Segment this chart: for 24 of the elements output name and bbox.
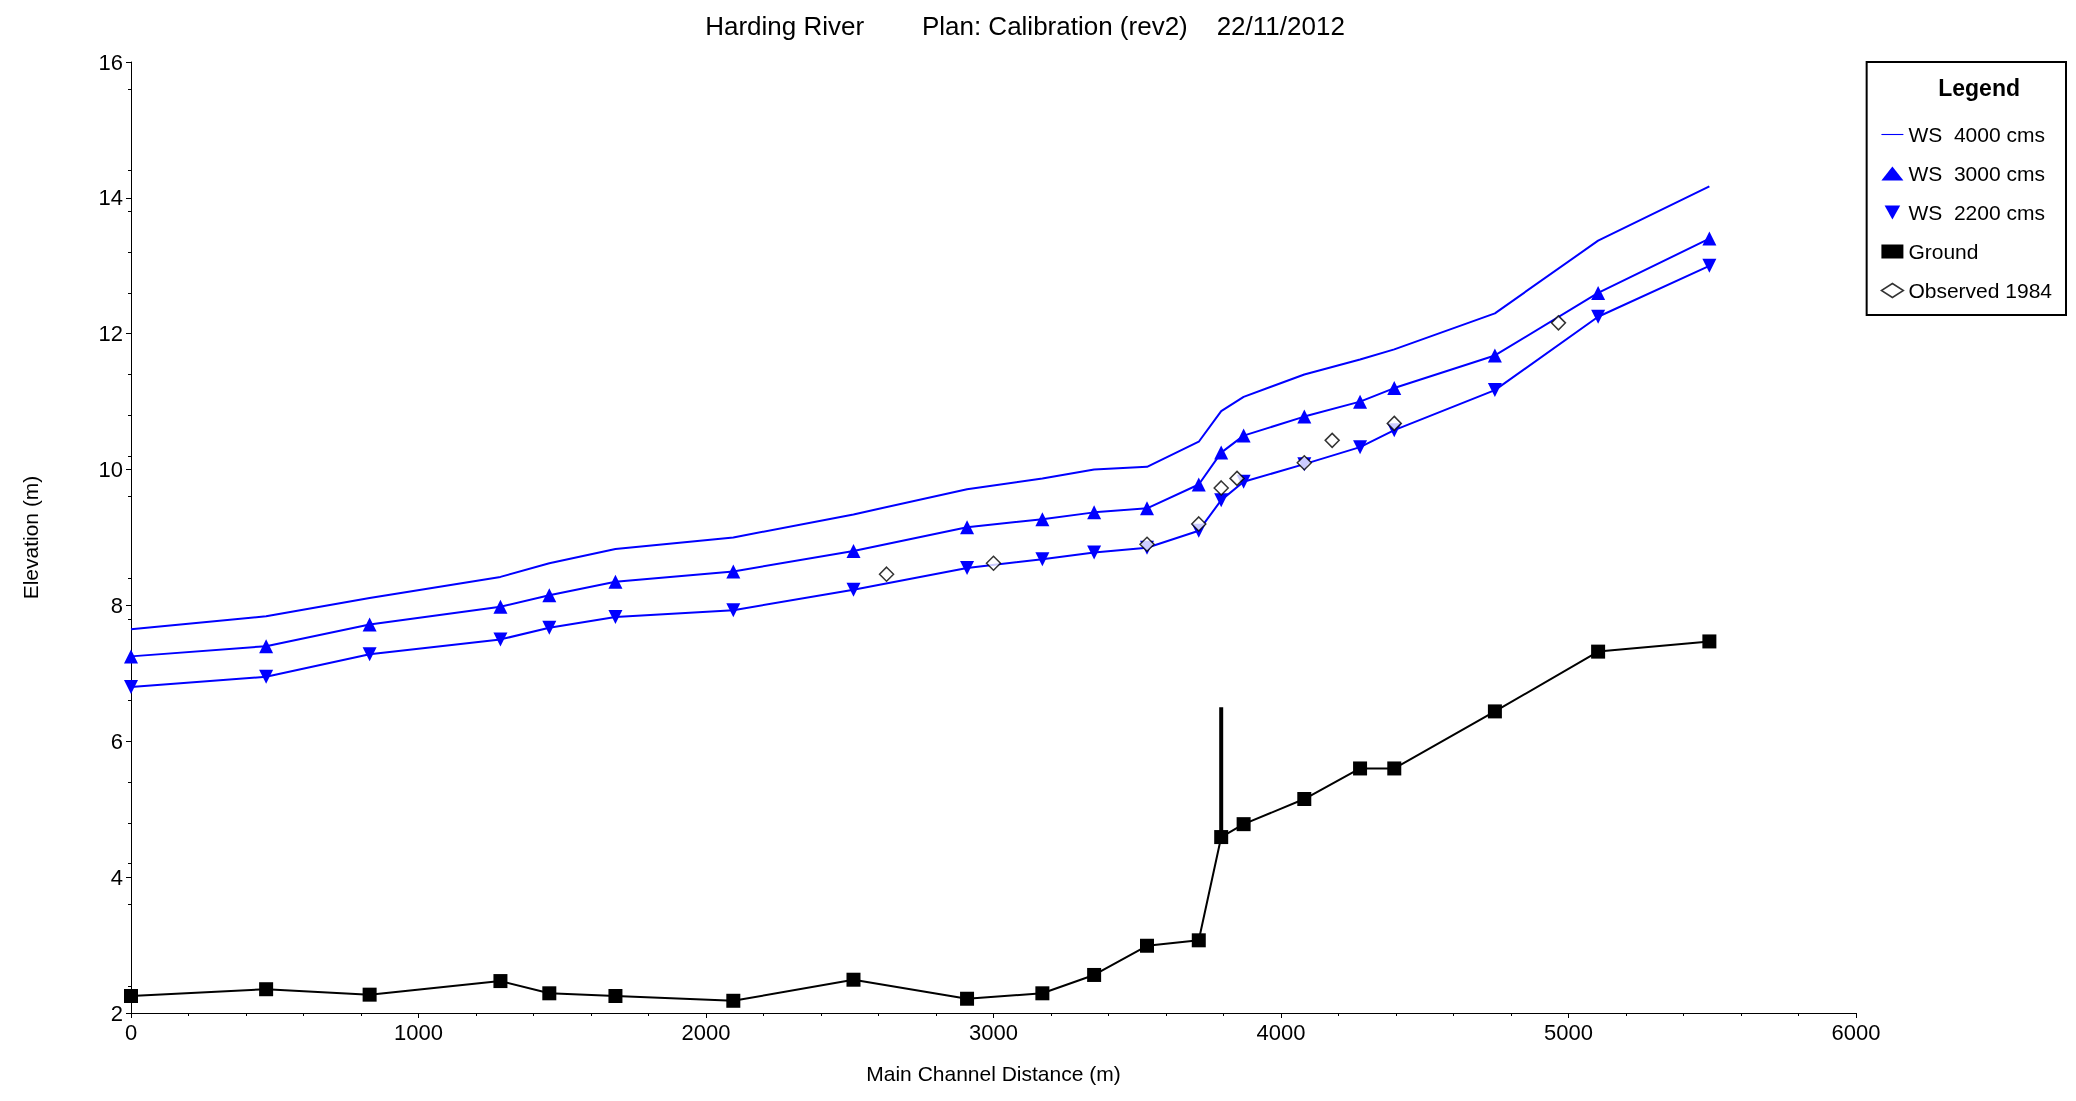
x-tick-label: 4000 [1256, 1019, 1306, 1045]
x-tick-label: 6000 [1831, 1019, 1881, 1045]
x-tick-label: 1000 [394, 1019, 443, 1045]
legend-label: Ground [1908, 240, 1979, 263]
y-tick-label: 2 [110, 1000, 123, 1026]
chart-title: Harding River Plan: Calibration (rev2) 22/11/2012 [705, 11, 1345, 41]
y-axis-title: Elevation (m) [19, 475, 42, 600]
y-tick-label: 12 [98, 321, 123, 347]
x-tick-label: 3000 [969, 1019, 1018, 1045]
legend-label: WS 3000 cms [1908, 162, 2045, 185]
y-tick-label: 4 [110, 864, 123, 890]
legend-label: WS 2200 cms [1908, 201, 2045, 224]
y-tick-label: 14 [98, 185, 123, 211]
y-tick-label: 6 [110, 728, 123, 754]
legend-label: WS 4000 cms [1908, 123, 2045, 146]
x-tick-label: 5000 [1544, 1019, 1593, 1045]
x-tick-label: 2000 [681, 1019, 731, 1045]
x-axis-title: Main Channel Distance (m) [866, 1062, 1121, 1085]
x-tick-label: 0 [124, 1019, 138, 1045]
y-tick-label: 8 [110, 592, 123, 618]
y-tick-label: 10 [98, 457, 123, 483]
y-tick-label: 16 [98, 49, 123, 75]
legend-label: Observed 1984 [1908, 279, 2053, 302]
legend-title: Legend [1938, 74, 2020, 101]
